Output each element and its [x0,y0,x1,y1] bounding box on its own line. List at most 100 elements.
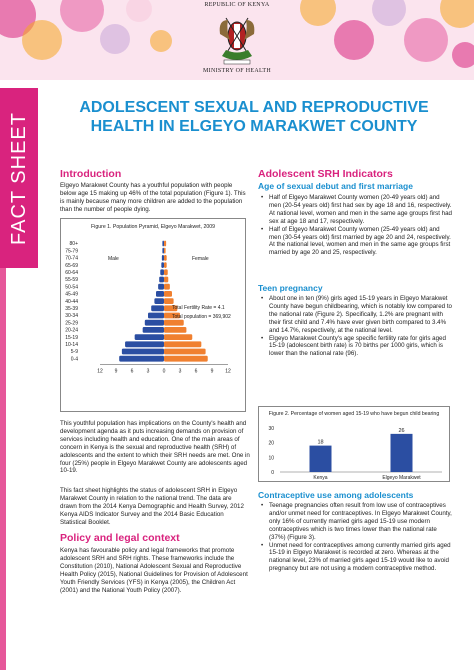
age-group-label: 30-34 [65,313,78,319]
male-bar [161,262,164,268]
decor-circle [334,20,374,60]
age-group-label: 15-19 [65,335,78,341]
x-tick-label: 0 [163,368,166,374]
age-group-label: 75-79 [65,248,78,254]
srh-heading: Adolescent SRH Indicators [258,168,393,180]
age-group-label: 55-59 [65,277,78,283]
y-tick-label: 10 [268,455,274,461]
figure-2-caption: Figure 2. Percentage of women aged 15-19… [268,411,440,417]
figure-2-box [258,406,450,482]
age-group-label: 35-39 [65,306,78,312]
male-bar [154,298,164,304]
female-bar [164,262,167,268]
y-tick-label: 30 [268,426,274,432]
childbearing-bar-chart: 0 10 20 30 18 Kenya 26 Elgeyo Marakwet [268,426,442,481]
male-bar [151,305,164,312]
intro-paragraph-2: This youthful population has implication… [60,420,250,475]
x-tick-label: 12 [97,368,103,374]
male-bar [125,341,164,348]
male-bar [134,334,164,340]
policy-paragraph: Kenya has favourable policy and legal fr… [60,547,248,594]
female-bar [164,269,168,276]
bar [309,445,332,472]
list-item: About one in ten (9%) girls aged 15-19 y… [260,295,452,335]
tfr-annotation: Total Fertility Rate = 4.1 [172,305,225,311]
male-bar [159,276,164,283]
female-bar [164,348,206,355]
age-group-label: 20-24 [65,328,78,334]
age-group-label: 0-4 [71,356,78,362]
male-bar [119,355,164,362]
age-group-label: 40-44 [65,299,78,305]
female-label: Female [192,256,209,262]
coat-of-arms-icon [219,17,255,65]
male-bar [156,291,164,297]
age-heading: Age of sexual debut and first marriage [258,181,413,191]
list-item: Half of Elgeyo Marakwet County women (20… [260,194,452,226]
age-group-label: 60-64 [65,270,78,276]
male-bar [142,327,164,333]
female-bar [164,305,178,312]
male-bar [148,312,164,319]
male-bar [158,283,164,290]
male-label: Male [108,256,119,262]
x-tick-label: 3 [179,368,182,374]
decor-circle [100,24,130,54]
x-tick-label: 6 [131,368,134,374]
female-bar [164,240,167,247]
intro-paragraph-1: Elgeyo Marakwet County has a youthful po… [60,182,246,213]
republic-label: REPUBLIC OF KENYA [204,2,270,8]
list-item: Half of Elgeyo Marakwet County women (25… [260,226,452,258]
female-bar [164,341,202,348]
male-bar [161,255,164,261]
female-bar [164,312,180,319]
age-group-label: 80+ [70,241,79,247]
x-tick-label: 12 [225,368,231,374]
teen-bullets: About one in ten (9%) girls aged 15-19 y… [260,295,452,358]
intro-heading: Introduction [60,168,122,180]
contraceptive-heading: Contraceptive use among adolescents [258,490,414,500]
decor-circle [150,30,172,52]
x-tick-label: 3 [147,368,150,374]
y-tick-label: 20 [268,441,274,447]
female-bar [164,327,187,333]
list-item: Elgeyo Marakwet County's age specific fe… [260,335,452,359]
decor-circle [372,0,406,26]
total-pop-annotation: Total population = 369,902 [172,314,231,320]
female-bar [164,291,172,297]
x-tick-label: 9 [211,368,214,374]
category-label: Elgeyo Marakwet [382,475,421,481]
age-group-label: 65-69 [65,263,78,269]
intro-paragraph-3: This fact sheet highlights the status of… [60,487,244,526]
x-tick-label: 6 [195,368,198,374]
decor-circle [452,42,474,68]
contraceptive-bullets: Teenage pregnancies often result from lo… [260,502,452,573]
age-group-label: 45-49 [65,292,78,298]
male-bar [162,240,164,247]
female-bar [164,283,170,290]
female-bar [164,334,193,340]
age-group-label: 10-14 [65,342,78,348]
female-bar [164,247,166,254]
policy-heading: Policy and legal context [60,532,180,544]
fact-sheet-label: FACT SHEET [7,111,30,245]
left-strip [0,268,6,670]
figure-1-caption: Figure 1. Population Pyramid, Elgeyo Mar… [91,224,215,230]
x-tick-label: 9 [115,368,118,374]
header-band [0,0,474,80]
bar [390,433,413,472]
male-bar [144,319,164,326]
data-label: 26 [398,428,404,434]
age-group-label: 5-9 [71,349,78,355]
data-label: 18 [317,440,323,446]
decor-circle [22,20,62,60]
category-label: Kenya [313,475,327,481]
female-bar [164,319,184,326]
ministry-label: MINISTRY OF HEALTH [203,68,271,74]
page-title: ADOLESCENT SEXUAL AND REPRODUCTIVE HEALT… [79,99,429,135]
female-bar [164,355,208,362]
female-bar [164,276,169,283]
y-tick-label: 0 [271,470,274,476]
list-item: Unmet need for contraceptives among curr… [260,542,452,574]
